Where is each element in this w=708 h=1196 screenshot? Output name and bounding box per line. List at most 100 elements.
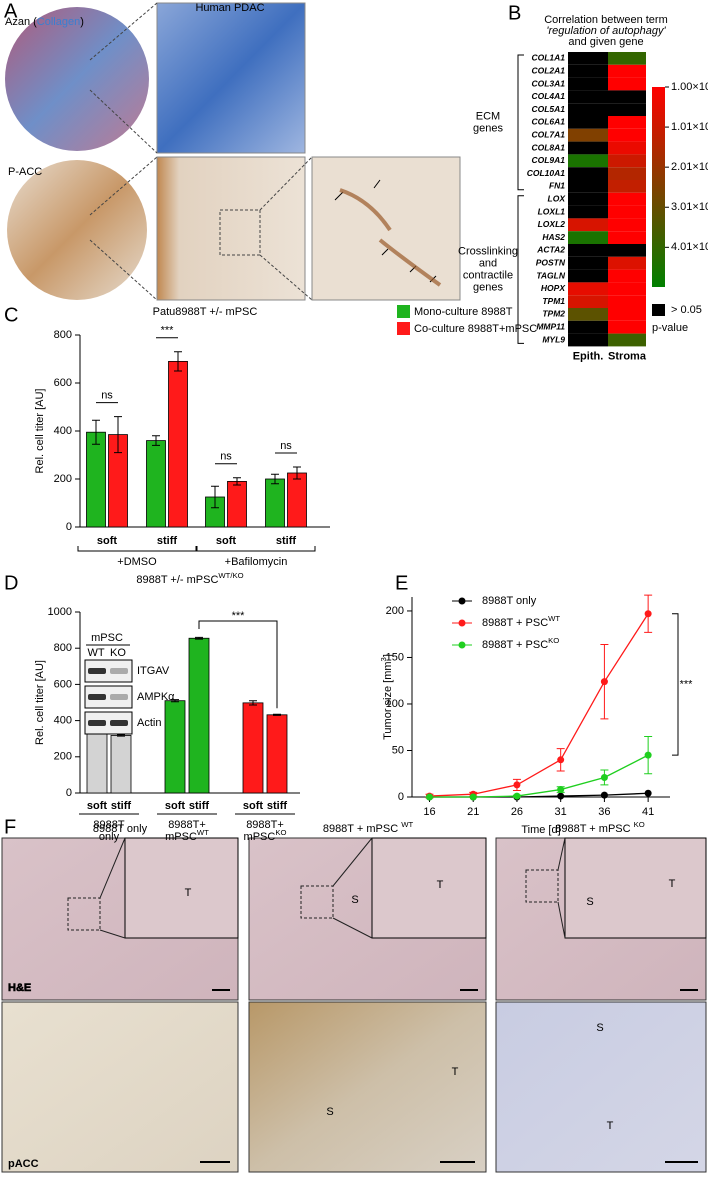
pacc-image: [495, 1001, 707, 1173]
y-tick-label: 150: [386, 651, 404, 663]
data-point: [513, 781, 521, 789]
gene-label: MMP11: [536, 321, 565, 331]
gene-label: LOX: [548, 193, 567, 203]
panel-label: A: [4, 0, 18, 22]
error-bar: [233, 477, 241, 486]
series-label: 8988T: [93, 819, 124, 831]
error-bar: [195, 636, 203, 640]
region-label: S: [586, 896, 593, 908]
error-bar: [273, 713, 281, 716]
zoom-image: [156, 2, 306, 154]
zoom-line: [89, 89, 158, 154]
heatmap-cell: [608, 64, 646, 78]
y-tick-label: 0: [66, 787, 72, 799]
blot-band: [110, 720, 128, 726]
heatmap-cell: [568, 282, 608, 296]
x-tick-label: 36: [598, 806, 610, 818]
x-tick-label: stiff: [157, 535, 178, 547]
arrows: [334, 179, 437, 283]
region-label: T: [437, 879, 444, 891]
panel-a-images: [5, 2, 461, 301]
group-label: contractile: [463, 270, 513, 282]
x-tick-label: soft: [87, 800, 108, 812]
y-axis-label: Rel. cell titer [AU]: [34, 660, 46, 745]
bracket: [517, 54, 524, 191]
gene-label: FN1: [549, 181, 565, 191]
gene-label: COL4A1: [531, 91, 565, 101]
colorbar-tick-label: 1.00×10⁻⁴: [671, 81, 708, 93]
tissue-core: [5, 7, 149, 151]
text-part: mPSC: [165, 831, 197, 843]
heatmap-cell: [568, 128, 608, 142]
gene-label: HAS2: [542, 232, 565, 242]
error-bar: [271, 473, 279, 485]
heatmap-cell: [608, 167, 646, 180]
heatmap-cell: [568, 103, 608, 116]
inset: [564, 837, 707, 939]
pacc-image: [1, 1001, 239, 1173]
bracket: [517, 195, 524, 344]
heatmap-cell: [608, 218, 646, 232]
zoom-box: [219, 209, 261, 256]
series-label: 8988T+: [168, 819, 206, 831]
superscript: WT: [401, 820, 413, 829]
text-part: Tumor size [mm: [382, 661, 394, 739]
zoom-line: [259, 156, 313, 211]
gene-label: HOPX: [541, 283, 566, 293]
x-tick-label: 26: [511, 806, 523, 818]
x-tick-label: soft: [165, 800, 186, 812]
gene-label: COL1A1: [531, 53, 565, 63]
data-point: [644, 610, 652, 618]
superscript: 3: [379, 657, 388, 661]
heatmap-cell: [568, 52, 608, 65]
region-label: S: [596, 1022, 603, 1034]
y-tick-label: 800: [54, 329, 72, 341]
data-point: [644, 751, 652, 759]
bar: [168, 360, 188, 528]
heatmap-cell: [568, 90, 608, 104]
protein-label: ITGAV: [137, 665, 170, 677]
gene-label: COL8A1: [531, 142, 565, 152]
inset: [371, 837, 487, 939]
text-part: ): [80, 16, 84, 28]
y-tick-label: 400: [54, 715, 72, 727]
x-tick-label: stiff: [267, 800, 288, 812]
error-bar: [249, 700, 257, 706]
legend-label: 8988T + PSCWT: [482, 614, 560, 629]
group-label: +DMSO: [117, 556, 157, 568]
data-point: [600, 791, 608, 799]
column-title: 8988T + mPSC WT: [323, 820, 414, 835]
legend-label: 8988T + PSCKO: [482, 636, 559, 651]
gene-label: COL6A1: [531, 117, 565, 127]
column-title: 8988T only: [93, 823, 148, 835]
protein-label: Actin: [137, 717, 161, 729]
zoom-image: [156, 156, 306, 301]
bar: [227, 480, 247, 528]
heatmap-cell: [608, 77, 646, 91]
text-part: 8988T+: [246, 819, 284, 831]
chart-title: 8988T +/- mPSCWT/KO: [136, 571, 243, 586]
y-tick-label: 1000: [48, 606, 72, 618]
text-part: only: [99, 831, 120, 843]
heatmap-cell: [568, 218, 608, 232]
blot-header: mPSC: [91, 632, 123, 644]
group-label: genes: [473, 122, 503, 134]
gene-label: COL5A1: [531, 104, 565, 114]
error-bar: [117, 734, 125, 737]
y-tick-label: 200: [54, 473, 72, 485]
heatmap-cell: [608, 90, 646, 104]
group-label: genes: [473, 282, 503, 294]
y-tick-label: 400: [54, 425, 72, 437]
stained-fibers: [339, 188, 442, 287]
panel-label: B: [508, 2, 521, 24]
bar: [86, 431, 106, 528]
gene-label: COL10A1: [527, 168, 566, 178]
heatmap-cell: [568, 64, 608, 78]
superscript: KO: [548, 636, 559, 645]
group-label: and: [479, 258, 497, 270]
error-bar: [293, 466, 301, 480]
annotation: ns: [220, 451, 232, 463]
heatmap-cell: [608, 269, 646, 283]
annotation-bracket: [198, 620, 278, 709]
x-tick-label: 16: [423, 806, 435, 818]
